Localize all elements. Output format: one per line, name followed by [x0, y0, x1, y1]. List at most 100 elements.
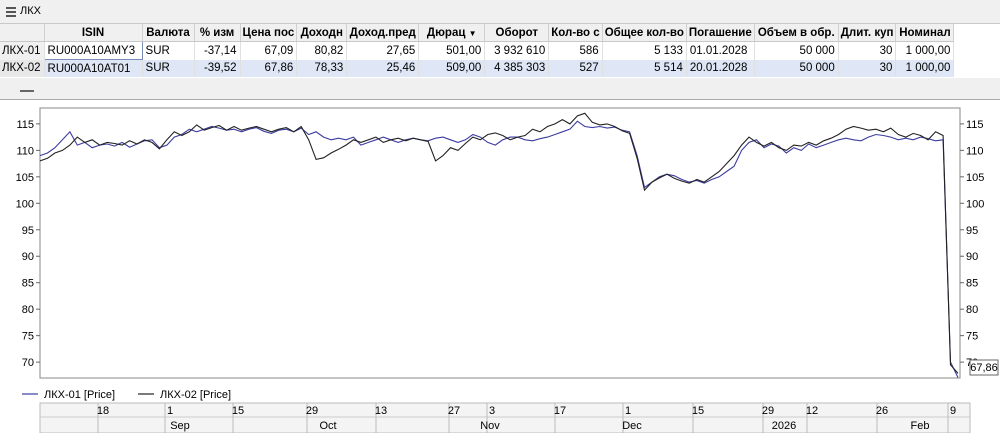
- price-badge-label: 67,86: [970, 362, 998, 374]
- table-cell[interactable]: RU000A10AMY3: [43, 41, 143, 60]
- x-tick-label: 1: [625, 405, 631, 417]
- table-row[interactable]: ЛКХ-02 RU000A10AT01 SUR -39,52 67,86 78,…: [0, 59, 955, 77]
- column-header[interactable]: [0, 24, 45, 42]
- legend: ЛКХ-01 [Price] ЛКХ-02 [Price]: [22, 389, 231, 401]
- bonds-table: ISIN Валюта % изм Цена пос Доходн Доход.…: [0, 24, 955, 77]
- y-tick-label-left: 115: [16, 119, 34, 131]
- column-header[interactable]: Погашение: [686, 24, 755, 42]
- x-tick-label: 29: [306, 405, 318, 417]
- table-cell[interactable]: 80,82: [296, 41, 348, 60]
- x-tick-label: 13: [375, 405, 387, 417]
- x-tick-label: 3: [489, 405, 495, 417]
- y-tick-label-right: 105: [966, 172, 984, 184]
- y-tick-label-right: 95: [966, 225, 978, 237]
- table-cell[interactable]: -39,52: [194, 59, 241, 77]
- table-cell[interactable]: SUR: [142, 59, 195, 77]
- row-header[interactable]: ЛКХ-01: [0, 41, 45, 60]
- legend-entry-2: ЛКХ-02 [Price]: [160, 389, 231, 401]
- x-tick-label: 18: [97, 405, 109, 417]
- column-header[interactable]: Цена пос: [240, 24, 298, 42]
- collapse-icon[interactable]: [20, 90, 34, 92]
- column-header[interactable]: Кол-во с: [548, 24, 603, 42]
- table-cell[interactable]: 1 000,00: [895, 41, 955, 60]
- x-month-label: Sep: [170, 420, 190, 432]
- plot-area: [39, 107, 961, 379]
- table-cell[interactable]: 20.01.2028: [686, 59, 755, 77]
- x-tick-label: 27: [448, 405, 460, 417]
- table-cell[interactable]: 501,00: [418, 41, 486, 60]
- price-badge-box: [969, 359, 999, 376]
- table-cell[interactable]: -37,14: [194, 41, 241, 60]
- column-header[interactable]: Оборот: [484, 24, 550, 42]
- table-cell[interactable]: 78,33: [296, 59, 348, 77]
- y-tick-label-right: 100: [966, 198, 984, 210]
- x-tick-label: 9: [950, 405, 956, 417]
- menu-icon[interactable]: [6, 7, 16, 17]
- y-tick-label-right: 75: [966, 331, 978, 343]
- table-header-row: ISIN Валюта % изм Цена пос Доходн Доход.…: [0, 24, 955, 42]
- window-title: ЛКХ: [20, 5, 41, 17]
- y-tick-label-left: 100: [16, 198, 34, 210]
- y-tick-label-left: 80: [22, 304, 34, 316]
- table-cell[interactable]: 30: [838, 59, 897, 77]
- table-cell[interactable]: SUR: [142, 41, 195, 60]
- x-tick-label: 12: [806, 405, 818, 417]
- x-month-label: Feb: [911, 420, 930, 432]
- x-month-label: Dec: [622, 420, 642, 432]
- window-titlebar: ЛКХ: [0, 0, 1000, 24]
- table-cell[interactable]: 4 385 303: [484, 59, 550, 77]
- x-tick-label: 15: [692, 405, 704, 417]
- column-header[interactable]: Доход.пред: [346, 24, 420, 42]
- column-header[interactable]: Объем в обр.: [754, 24, 839, 42]
- x-tick-label: 26: [876, 405, 888, 417]
- table-cell[interactable]: 1 000,00: [895, 59, 955, 77]
- series-layer: [39, 112, 959, 378]
- table-cell[interactable]: 3 932 610: [484, 41, 550, 60]
- y-tick-label-right: 110: [966, 145, 984, 157]
- table-cell[interactable]: RU000A10AT01: [44, 59, 143, 77]
- y-tick-label-left: 110: [16, 145, 34, 157]
- table-row[interactable]: ЛКХ-01 RU000A10AMY3 SUR -37,14 67,09 80,…: [0, 41, 955, 60]
- table-cell[interactable]: 50 000: [754, 41, 839, 60]
- x-month-label: Nov: [480, 420, 500, 432]
- x-axis-months: Sep Oct Nov Dec 2026 Feb: [170, 420, 929, 432]
- table-cell[interactable]: 27,65: [346, 41, 420, 60]
- table-cell[interactable]: 586: [548, 41, 603, 60]
- table-cell[interactable]: 5 133: [602, 41, 687, 60]
- x-tick-label: 29: [762, 405, 774, 417]
- y-tick-label-left: 95: [22, 225, 34, 237]
- panel-splitter[interactable]: [0, 78, 1000, 100]
- y-tick-label-left: 105: [16, 172, 34, 184]
- series-line-1: [39, 120, 959, 378]
- table-cell[interactable]: 50 000: [754, 59, 839, 77]
- y-tick-label-right: 90: [966, 251, 978, 263]
- y-tick-label-right: 115: [966, 119, 984, 131]
- table-cell[interactable]: 527: [548, 59, 603, 77]
- x-month-label: 2026: [772, 420, 796, 432]
- table-cell[interactable]: 67,09: [240, 41, 298, 60]
- x-axis-band: [39, 402, 971, 433]
- column-header[interactable]: Валюта: [142, 24, 195, 42]
- table-cell[interactable]: 509,00: [418, 59, 486, 77]
- column-header[interactable]: Номинал: [895, 24, 955, 42]
- x-tick-label: 1: [167, 405, 173, 417]
- row-header[interactable]: ЛКХ-02: [0, 59, 45, 77]
- column-header[interactable]: % изм: [194, 24, 241, 42]
- column-header[interactable]: Длит. куп: [838, 24, 897, 42]
- y-axis-left: 70 75 80 85 90 95 100 105 110 115: [16, 119, 40, 369]
- table-cell[interactable]: 30: [838, 41, 897, 60]
- table-cell[interactable]: 67,86: [240, 59, 298, 77]
- column-header-sorted[interactable]: Дюрац ▼: [418, 24, 486, 42]
- bonds-table-panel: ISIN Валюта % изм Цена пос Доходн Доход.…: [0, 24, 1000, 78]
- y-tick-label-left: 70: [22, 357, 34, 369]
- x-tick-label: 17: [554, 405, 566, 417]
- table-cell[interactable]: 25,46: [346, 59, 420, 77]
- column-header[interactable]: ISIN: [44, 24, 143, 42]
- table-cell[interactable]: 01.01.2028: [686, 41, 755, 60]
- column-header[interactable]: Общее кол-во: [602, 24, 687, 42]
- column-header-label: Дюрац: [426, 26, 466, 39]
- column-header[interactable]: Доходн: [296, 24, 348, 42]
- table-cell[interactable]: 5 514: [602, 59, 687, 77]
